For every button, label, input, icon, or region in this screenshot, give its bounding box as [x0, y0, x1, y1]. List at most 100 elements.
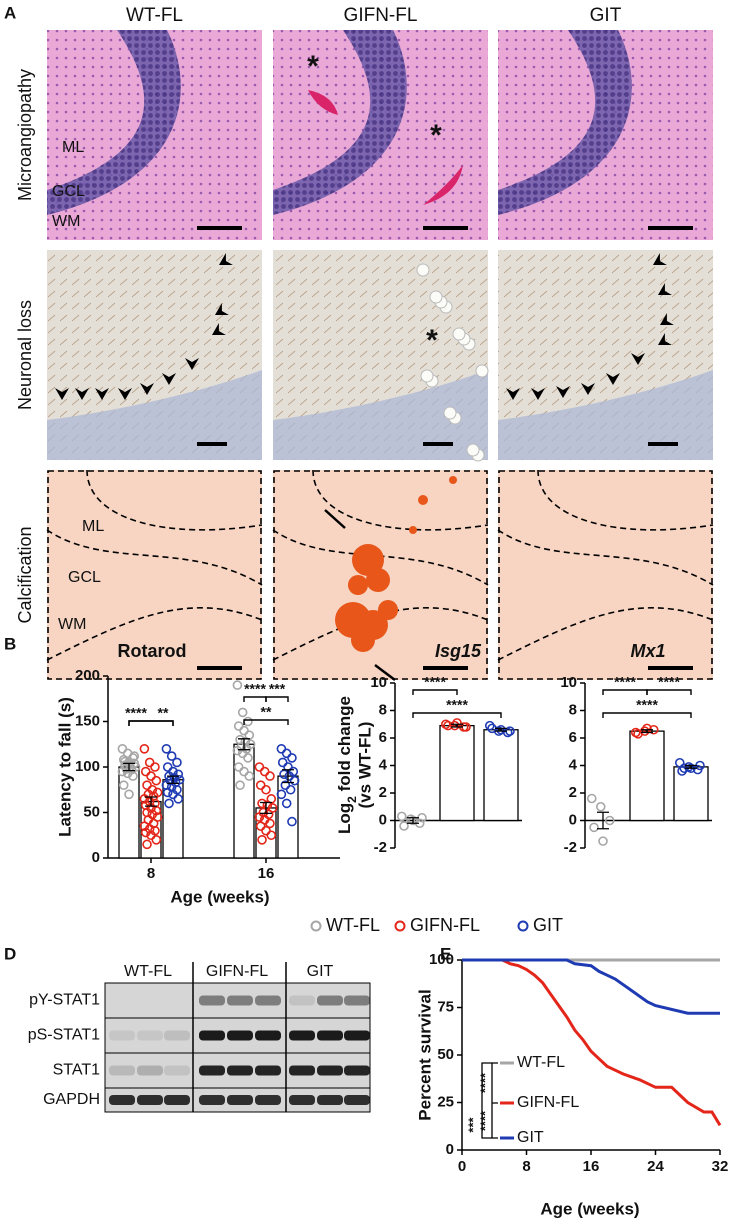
band [344, 995, 370, 1006]
significance-bracket [243, 719, 289, 725]
data-point [139, 794, 150, 804]
scale-bar [423, 226, 468, 230]
data-point [633, 729, 643, 739]
scale-bar [648, 442, 678, 446]
data-point [589, 822, 599, 833]
y-axis-label: Percent survival [415, 989, 434, 1120]
arrowhead [75, 388, 89, 400]
vacuole [416, 263, 430, 277]
scale-bar [197, 226, 242, 230]
data-point [266, 830, 277, 841]
y-tick-label: 150 [75, 712, 100, 729]
scale-bar [423, 666, 468, 670]
micrograph [273, 250, 489, 462]
deposit [352, 544, 384, 576]
data-point [276, 789, 287, 800]
x-axis-label: Age (weeks) [540, 1199, 639, 1218]
data-point [674, 757, 685, 768]
error-bar [685, 764, 697, 769]
x-tick-label: 32 [712, 1158, 729, 1175]
layer-boundary [272, 529, 489, 586]
vessel [308, 90, 338, 115]
deposit [348, 575, 368, 595]
y-tick-label: 0 [379, 811, 387, 828]
region-label: ML [62, 139, 84, 156]
bar [118, 766, 140, 859]
band [255, 995, 281, 1006]
data-point [139, 743, 150, 754]
scale-bar [648, 226, 693, 230]
vacuole [466, 443, 480, 457]
data-point [277, 757, 288, 768]
micrograph [498, 30, 713, 240]
layer-boundary [497, 529, 714, 586]
band [199, 1030, 225, 1041]
layer-boundary [46, 529, 263, 586]
y-tick-label: 6 [379, 729, 387, 746]
y-tick-label: 10 [560, 674, 577, 691]
data-point [595, 801, 606, 812]
data-point [233, 721, 244, 731]
y-tick-label: 25 [437, 1093, 454, 1110]
error-bar [407, 817, 419, 824]
data-point [172, 757, 182, 768]
asterisk: * [430, 119, 442, 152]
data-point [287, 753, 297, 763]
x-tick-label: 8 [147, 865, 155, 882]
data-point [237, 707, 248, 718]
x-tick-label: 8 [522, 1158, 530, 1175]
error-bar [641, 729, 653, 734]
legend-label: WT-FL [326, 915, 380, 935]
x-tick-label: 16 [258, 865, 275, 882]
band [199, 995, 225, 1006]
data-point [285, 784, 296, 795]
significance-label: ** [158, 705, 169, 721]
arrowhead [606, 373, 620, 385]
deposit [378, 600, 398, 620]
blot-group-label: GIFN-FL [206, 963, 268, 980]
blot-group-label: WT-FL [124, 963, 172, 980]
legend-marker [394, 920, 406, 932]
band [137, 1095, 163, 1105]
data-point [443, 720, 453, 731]
region-label: GCL [52, 183, 85, 200]
error-bar [260, 801, 272, 815]
data-point [604, 815, 615, 826]
micrograph [498, 250, 713, 460]
blot-row-label: pS-STAT1 [28, 1027, 100, 1044]
y-tick-label: 100 [429, 951, 454, 968]
granule-layer [498, 370, 713, 460]
x-tick-label: 24 [647, 1158, 664, 1175]
row-label: Neuronal loss [15, 300, 35, 410]
data-point [281, 748, 292, 759]
significance-bracket [481, 1062, 492, 1139]
y-axis-label-note: (vs WT-FL) [355, 722, 374, 809]
legend-label: WT-FL [517, 1054, 565, 1071]
blot-row-label: GAPDH [43, 1091, 100, 1108]
legend-label: GIFN-FL [517, 1094, 579, 1111]
significance-bracket [646, 689, 692, 695]
vacuole [420, 369, 434, 383]
panel-label: B [4, 634, 16, 653]
deposit [366, 568, 390, 592]
significance-bracket [491, 1062, 498, 1139]
arrowhead [219, 252, 233, 266]
data-point [173, 794, 184, 804]
significance-label: *** [465, 1116, 480, 1132]
blot-row-label: STAT1 [53, 1062, 101, 1079]
band [317, 1095, 343, 1105]
significance-label: **** [125, 705, 147, 721]
significance-label: **** [446, 697, 468, 713]
error-bar [167, 775, 179, 785]
asterisk: * [307, 50, 319, 83]
data-point [276, 743, 287, 754]
arrowhead [658, 282, 672, 296]
data-point [265, 771, 275, 781]
chart-title: Rotarod [118, 641, 187, 661]
data-point [449, 720, 460, 731]
data-point [261, 784, 271, 795]
data-point [122, 768, 133, 779]
band [317, 995, 343, 1006]
significance-bracket [128, 720, 174, 726]
